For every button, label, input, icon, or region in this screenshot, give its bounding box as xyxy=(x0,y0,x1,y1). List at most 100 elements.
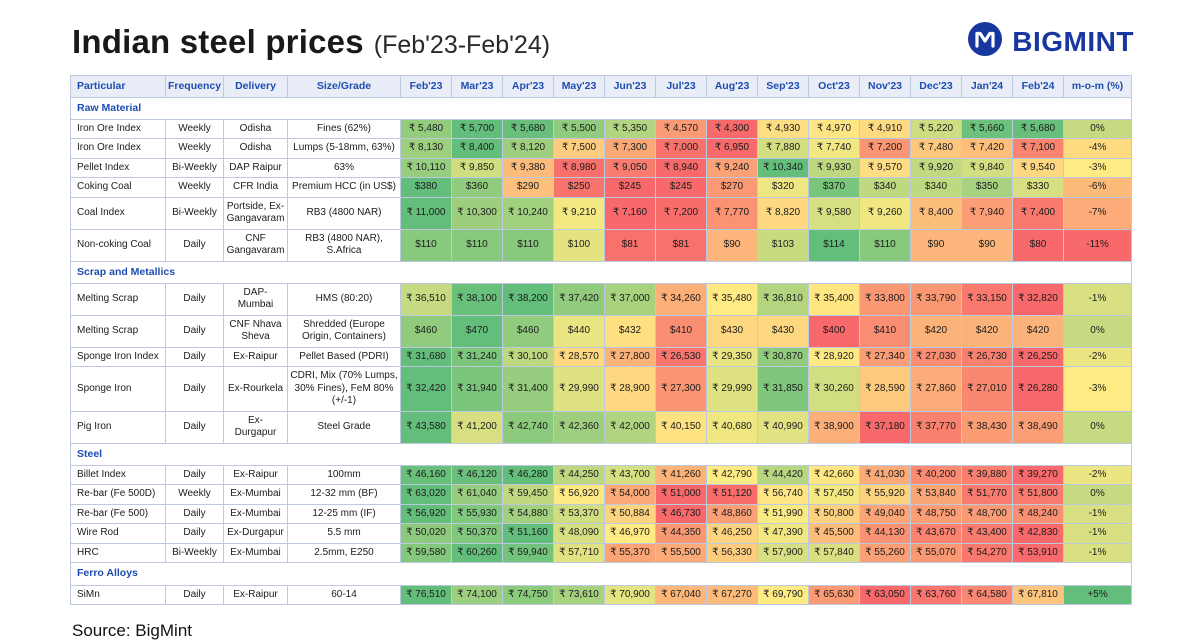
price-cell: ₹ 9,380 xyxy=(502,157,554,179)
source-line: Source: BigMint xyxy=(72,621,192,641)
price-cell: $400 xyxy=(808,314,860,348)
price-cell: ₹ 33,800 xyxy=(859,282,911,316)
price-cell: ₹ 43,670 xyxy=(910,523,962,544)
price-cell: $420 xyxy=(961,314,1013,348)
size-grade-cell: Fines (62%) xyxy=(287,118,401,140)
bigmint-logo-icon xyxy=(966,20,1004,63)
particular-cell: Sponge Iron Index xyxy=(70,346,166,368)
price-table: Particular Frequency Delivery Size/Grade Feb… xyxy=(70,75,1132,606)
price-cell: ₹ 63,050 xyxy=(859,584,911,606)
price-cell: ₹ 8,130 xyxy=(400,138,452,159)
mom-cell: 0% xyxy=(1063,484,1132,505)
column-header: Oct'23 xyxy=(808,75,860,98)
price-cell: ₹ 65,630 xyxy=(808,584,860,606)
column-header: Jun'23 xyxy=(604,75,656,98)
price-cell: ₹ 38,430 xyxy=(961,410,1013,444)
price-cell: $350 xyxy=(961,177,1013,198)
frequency-cell: Daily xyxy=(165,366,224,412)
price-cell: ₹ 38,900 xyxy=(808,410,860,444)
price-cell: $110 xyxy=(451,228,503,262)
table-row: HRC Bi-Weekly Ex-Mumbai 2.5mm, E250 ₹ 59,580… xyxy=(70,542,1132,564)
price-cell: ₹ 8,980 xyxy=(553,157,605,179)
particular-cell: Pellet Index xyxy=(70,157,166,179)
price-cell: ₹ 69,790 xyxy=(757,584,809,606)
price-cell: ₹ 5,700 xyxy=(451,118,503,140)
price-cell: ₹ 39,880 xyxy=(961,464,1013,486)
mom-cell: -3% xyxy=(1063,157,1132,179)
price-cell: ₹ 8,820 xyxy=(757,196,809,230)
section-header: Ferro Alloys xyxy=(70,562,1132,586)
price-cell: ₹ 48,240 xyxy=(1012,503,1064,525)
column-header: Feb'24 xyxy=(1012,75,1064,98)
price-cell: ₹ 30,870 xyxy=(757,346,809,368)
price-cell: ₹ 42,830 xyxy=(1012,523,1064,544)
table-row: Re-bar (Fe 500) Daily Ex-Mumbai 12-25 mm (I… xyxy=(70,503,1132,525)
delivery-cell: Ex-Mumbai xyxy=(223,542,288,564)
price-cell: ₹ 8,120 xyxy=(502,138,554,159)
price-cell: $100 xyxy=(553,228,605,262)
particular-cell: Re-bar (Fe 500) xyxy=(70,503,166,525)
section-row: Ferro Alloys xyxy=(70,562,1132,586)
price-cell: $430 xyxy=(706,314,758,348)
mom-cell: 0% xyxy=(1063,314,1132,348)
table-row: SiMn Daily Ex-Raipur 60-14 ₹ 76,510 ₹ 74,100 ₹… xyxy=(70,584,1132,606)
delivery-cell: Ex-Rourkela xyxy=(223,366,288,412)
table-row: Pig Iron Daily Ex- Durgapur Steel Grade ₹ 43… xyxy=(70,410,1132,444)
size-grade-cell: 60-14 xyxy=(287,584,401,606)
price-cell: ₹ 55,260 xyxy=(859,542,911,564)
price-cell: ₹ 36,810 xyxy=(757,282,809,316)
frequency-cell: Daily xyxy=(165,282,224,316)
table-body: Raw Material Iron Ore Index Weekly Odisha Fi… xyxy=(70,96,1132,606)
table-row: Coking Coal Weekly CFR India Premium HCC (i… xyxy=(70,177,1132,198)
price-cell: $440 xyxy=(553,314,605,348)
price-cell: ₹ 48,700 xyxy=(961,503,1013,525)
title-wrap: Indian steel prices (Feb'23-Feb'24) xyxy=(72,23,550,61)
price-cell: ₹ 38,100 xyxy=(451,282,503,316)
particular-cell: HRC xyxy=(70,542,166,564)
size-grade-cell: RB3 (4800 NAR), S.Africa xyxy=(287,228,401,262)
brand-logo: BIGMINT xyxy=(966,20,1134,63)
price-cell: ₹ 31,940 xyxy=(451,366,503,412)
frequency-cell: Daily xyxy=(165,346,224,368)
price-cell: ₹ 37,420 xyxy=(553,282,605,316)
table-row: Re-bar (Fe 500D) Weekly Ex-Mumbai 12-32 mm … xyxy=(70,484,1132,505)
price-cell: ₹ 4,930 xyxy=(757,118,809,140)
price-cell: $460 xyxy=(400,314,452,348)
particular-cell: Melting Scrap xyxy=(70,314,166,348)
price-cell: ₹ 44,130 xyxy=(859,523,911,544)
price-cell: ₹ 46,970 xyxy=(604,523,656,544)
size-grade-cell: 2.5mm, E250 xyxy=(287,542,401,564)
particular-cell: Non-coking Coal xyxy=(70,228,166,262)
price-cell: ₹ 30,260 xyxy=(808,366,860,412)
price-cell: ₹ 34,260 xyxy=(655,282,707,316)
price-cell: $410 xyxy=(655,314,707,348)
price-cell: $290 xyxy=(502,177,554,198)
price-cell: ₹ 27,860 xyxy=(910,366,962,412)
price-cell: ₹ 7,200 xyxy=(859,138,911,159)
table-row: Billet Index Daily Ex-Raipur 100mm ₹ 46,160 ₹… xyxy=(70,464,1132,486)
price-cell: ₹ 44,250 xyxy=(553,464,605,486)
delivery-cell: Odisha xyxy=(223,138,288,159)
frequency-cell: Daily xyxy=(165,503,224,525)
mom-cell: 0% xyxy=(1063,410,1132,444)
price-cell: ₹ 63,760 xyxy=(910,584,962,606)
price-cell: ₹ 50,884 xyxy=(604,503,656,525)
price-cell: ₹ 28,900 xyxy=(604,366,656,412)
price-cell: ₹ 56,330 xyxy=(706,542,758,564)
price-cell: ₹ 31,680 xyxy=(400,346,452,368)
price-cell: $432 xyxy=(604,314,656,348)
price-cell: ₹ 44,420 xyxy=(757,464,809,486)
price-cell: ₹ 37,770 xyxy=(910,410,962,444)
price-cell: ₹ 28,590 xyxy=(859,366,911,412)
brand-name: BIGMINT xyxy=(1012,25,1134,57)
price-cell: ₹ 7,500 xyxy=(553,138,605,159)
price-cell: $410 xyxy=(859,314,911,348)
price-cell: ₹ 46,250 xyxy=(706,523,758,544)
price-cell: ₹ 46,730 xyxy=(655,503,707,525)
column-header: Frequency xyxy=(165,75,224,98)
price-cell: ₹ 5,500 xyxy=(553,118,605,140)
price-cell: ₹ 35,480 xyxy=(706,282,758,316)
price-cell: ₹ 28,920 xyxy=(808,346,860,368)
delivery-cell: Ex-Raipur xyxy=(223,464,288,486)
size-grade-cell: CDRI, Mix (70% Lumps, 30% Fines), FeM 80… xyxy=(287,366,401,412)
